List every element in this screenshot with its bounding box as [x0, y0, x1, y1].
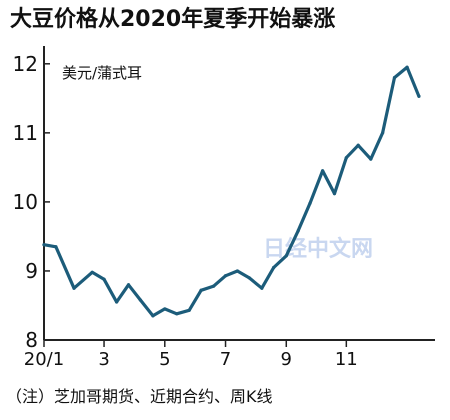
- data-point: [90, 270, 94, 274]
- x-tick-label: 20/1: [24, 349, 64, 370]
- data-point: [126, 283, 131, 287]
- data-point: [151, 314, 155, 318]
- data-point: [187, 308, 191, 312]
- chart-title: 大豆价格从2020年夏季开始暴涨: [10, 7, 336, 32]
- data-point: [102, 277, 106, 281]
- data-point: [175, 312, 179, 316]
- data-point: [392, 76, 397, 80]
- data-point: [138, 298, 142, 302]
- x-tick-label: 11: [335, 349, 358, 370]
- y-tick-label: 11: [13, 121, 38, 145]
- data-point: [381, 131, 385, 135]
- data-point: [272, 265, 276, 270]
- data-point: [260, 286, 264, 290]
- data-point: [115, 300, 119, 304]
- data-point: [72, 286, 76, 290]
- data-point: [296, 229, 300, 233]
- y-tick-label: 9: [25, 259, 38, 283]
- y-unit-label: 美元/蒲式耳: [62, 64, 142, 82]
- data-point: [247, 276, 251, 280]
- series-line: [42, 65, 421, 318]
- watermark: 日经中文网: [263, 236, 373, 262]
- y-tick-label: 12: [13, 52, 38, 76]
- data-point: [199, 288, 203, 292]
- x-tick-label: 5: [159, 349, 170, 370]
- y-tick-label: 10: [13, 190, 38, 214]
- data-point: [42, 243, 46, 247]
- y-tick-label: 8: [25, 328, 38, 352]
- data-point: [308, 201, 312, 205]
- chart-note: （注）芝加哥期货、近期合约、周K线: [6, 387, 273, 406]
- data-point: [54, 245, 58, 249]
- data-point: [235, 269, 240, 273]
- data-point: [405, 65, 409, 69]
- data-point: [369, 157, 373, 161]
- data-point: [163, 307, 167, 311]
- x-tick-label: 7: [220, 349, 231, 370]
- data-point: [320, 169, 325, 173]
- x-tick-label: 9: [281, 349, 292, 370]
- data-point: [212, 284, 216, 288]
- data-point: [332, 192, 337, 196]
- data-point: [344, 156, 348, 160]
- data-point: [356, 143, 360, 147]
- x-tick-label: 3: [98, 349, 109, 370]
- data-point: [417, 94, 421, 98]
- data-point: [284, 254, 288, 258]
- data-point: [223, 274, 228, 278]
